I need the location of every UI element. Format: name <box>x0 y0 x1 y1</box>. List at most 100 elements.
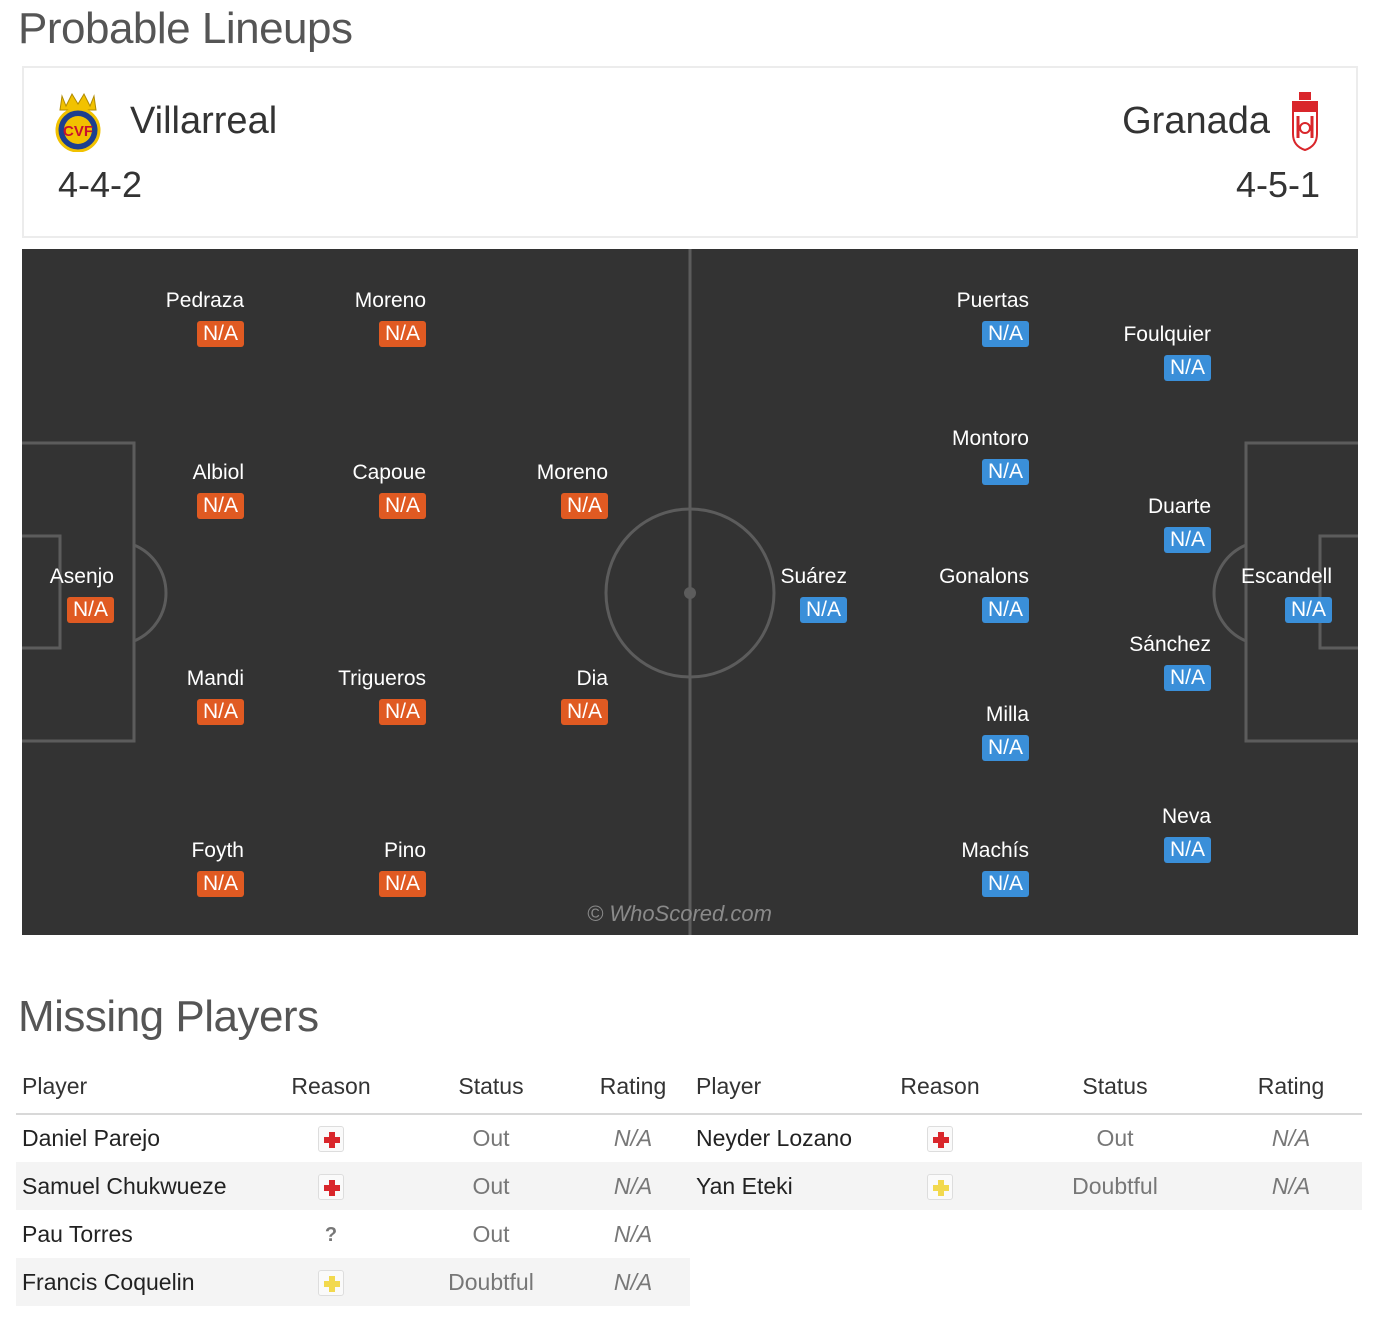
home-player[interactable]: Moreno N/A <box>537 461 608 519</box>
player-name-cell[interactable]: Daniel Parejo <box>22 1125 161 1151</box>
player-name: Neva <box>1161 805 1211 828</box>
player-rating-badge: N/A <box>1163 527 1211 553</box>
player-name: Sánchez <box>1129 633 1211 656</box>
reason-header[interactable]: Reason <box>256 1060 406 1115</box>
player-name: Gonalons <box>939 565 1029 588</box>
away-player[interactable]: Puertas N/A <box>957 289 1029 347</box>
rating-cell: N/A <box>576 1162 690 1210</box>
away-player[interactable]: Milla N/A <box>981 703 1029 761</box>
player-rating-badge: N/A <box>1163 665 1211 691</box>
player-rating-badge: N/A <box>378 699 426 725</box>
home-player[interactable]: Trigueros N/A <box>338 667 426 725</box>
away-player[interactable]: Suárez N/A <box>780 565 847 623</box>
doubtful-icon[interactable] <box>927 1173 953 1200</box>
away-player[interactable]: Escandell N/A <box>1241 565 1332 623</box>
home-player[interactable]: Albiol N/A <box>193 461 244 519</box>
rating-cell: N/A <box>576 1258 690 1306</box>
player-rating-badge: N/A <box>196 699 244 725</box>
away-player[interactable]: Montoro N/A <box>952 427 1029 485</box>
away-player[interactable]: Sánchez N/A <box>1129 633 1211 691</box>
reason-cell <box>256 1162 406 1210</box>
player-name: Machís <box>961 839 1029 862</box>
home-player[interactable]: Mandi N/A <box>187 667 244 725</box>
player-header[interactable]: Player <box>690 1060 870 1115</box>
reason-cell: ? <box>256 1210 406 1258</box>
player-name-cell[interactable]: Francis Coquelin <box>16 1258 256 1306</box>
table-row[interactable]: Francis Coquelin Doubtful N/A <box>16 1258 690 1306</box>
home-player[interactable]: Pino N/A <box>378 839 426 897</box>
status-cell: Out <box>472 1125 510 1151</box>
player-name: Duarte <box>1147 495 1211 518</box>
player-name: Suárez <box>780 565 847 588</box>
home-player[interactable]: Pedraza N/A <box>166 289 244 347</box>
rating-header[interactable]: Rating <box>1220 1060 1362 1115</box>
player-rating-badge: N/A <box>981 321 1029 347</box>
home-team[interactable]: CVF Villarreal <box>52 90 277 152</box>
player-name: Albiol <box>192 461 244 484</box>
status-header[interactable]: Status <box>406 1060 576 1115</box>
player-name-cell[interactable]: Yan Eteki <box>690 1162 870 1210</box>
away-missing-table: Player Reason Status Rating Neyder Lozan… <box>690 1060 1362 1210</box>
away-formation: 4-5-1 <box>1235 164 1320 205</box>
player-name: Foulquier <box>1123 323 1211 346</box>
player-name-cell[interactable]: Samuel Chukwueze <box>16 1162 256 1210</box>
player-rating-badge: N/A <box>560 493 608 519</box>
player-rating-badge: N/A <box>981 735 1029 761</box>
away-player[interactable]: Gonalons N/A <box>939 565 1029 623</box>
player-header[interactable]: Player <box>16 1060 256 1115</box>
table-header-row: Player Reason Status Rating <box>16 1060 690 1115</box>
rating-cell: N/A <box>1220 1162 1362 1210</box>
injury-icon[interactable] <box>318 1126 344 1153</box>
doubtful-icon[interactable] <box>318 1269 344 1296</box>
table-row[interactable]: Samuel Chukwueze Out N/A <box>16 1162 690 1210</box>
lineups-title: Probable Lineups <box>18 4 353 53</box>
away-player[interactable]: Machís N/A <box>961 839 1029 897</box>
table-row[interactable]: Yan Eteki Doubtful N/A <box>690 1162 1362 1210</box>
reason-cell <box>256 1258 406 1306</box>
table-header-row: Player Reason Status Rating <box>690 1060 1362 1115</box>
status-header[interactable]: Status <box>1010 1060 1220 1115</box>
injury-icon[interactable] <box>318 1173 344 1200</box>
player-rating-badge: N/A <box>981 597 1029 623</box>
rating-header[interactable]: Rating <box>576 1060 690 1115</box>
unknown-icon[interactable]: ? <box>324 1223 338 1246</box>
player-name-cell[interactable]: Pau Torres <box>22 1220 133 1247</box>
away-player[interactable]: Neva N/A <box>1162 805 1211 863</box>
svg-text:CVF: CVF <box>63 123 93 140</box>
missing-players-title: Missing Players <box>18 992 319 1041</box>
rating-cell: N/A <box>1271 1125 1311 1151</box>
player-name: Montoro <box>951 427 1029 450</box>
granada-crest-icon <box>1292 92 1318 152</box>
player-name: Capoue <box>352 461 426 484</box>
player-rating-badge: N/A <box>1163 355 1211 381</box>
player-name: Pino <box>383 839 426 862</box>
player-name: Mandi <box>186 667 244 690</box>
table-row[interactable]: Neyder Lozano Out N/A <box>690 1114 1362 1162</box>
player-rating-badge: N/A <box>196 871 244 897</box>
away-team[interactable]: Granada <box>1122 90 1320 152</box>
player-rating-badge: N/A <box>1163 837 1211 863</box>
home-player[interactable]: Foyth N/A <box>191 839 244 897</box>
home-player[interactable]: Moreno N/A <box>355 289 426 347</box>
status-cell: Out <box>406 1162 576 1210</box>
injury-icon[interactable] <box>927 1126 953 1153</box>
player-name-cell[interactable]: Neyder Lozano <box>696 1125 852 1151</box>
player-name: Dia <box>576 667 608 690</box>
away-player[interactable]: Duarte N/A <box>1148 495 1211 553</box>
home-player[interactable]: Dia N/A <box>560 667 608 725</box>
reason-cell <box>870 1162 1010 1210</box>
table-row[interactable]: Pau Torres? Out N/A <box>16 1210 690 1258</box>
reason-header[interactable]: Reason <box>870 1060 1010 1115</box>
home-player[interactable]: Asenjo N/A <box>50 565 114 623</box>
pitch: Pedraza N/A Moreno N/A Albiol N/A Capoue N/A Mor… <box>22 249 1358 935</box>
player-rating-badge: N/A <box>378 493 426 519</box>
player-name: Puertas <box>956 289 1029 312</box>
player-name: Trigueros <box>338 667 426 690</box>
player-name: Escandell <box>1240 565 1332 588</box>
home-missing-table: Player Reason Status Rating Daniel Parej… <box>16 1060 690 1306</box>
away-player[interactable]: Foulquier N/A <box>1123 323 1211 381</box>
player-rating-badge: N/A <box>1284 597 1332 623</box>
player-rating-badge: N/A <box>981 459 1029 485</box>
table-row[interactable]: Daniel Parejo Out N/A <box>16 1114 690 1162</box>
home-player[interactable]: Capoue N/A <box>352 461 426 519</box>
